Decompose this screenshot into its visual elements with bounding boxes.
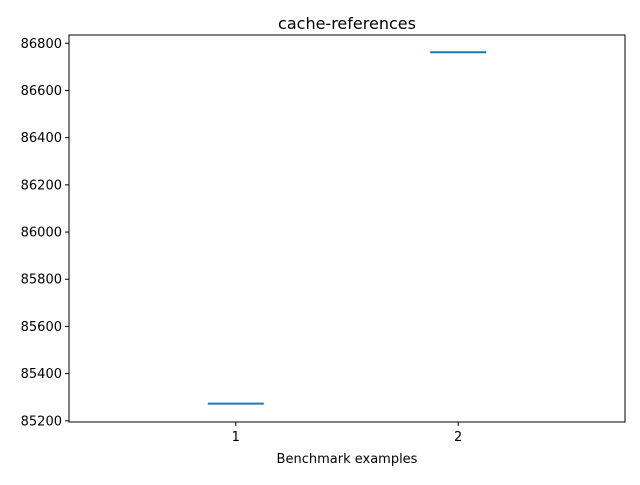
y-tick-label: 86200 [21, 178, 62, 193]
x-tick-label: 2 [454, 430, 462, 445]
y-tick-label: 85800 [21, 273, 62, 288]
chart-title: cache-references [278, 14, 416, 33]
y-tick-label: 85400 [21, 367, 62, 382]
y-axis: 85200 85400 85600 85800 86000 86200 86400 86600… [21, 37, 69, 429]
y-tick-label: 85600 [21, 320, 62, 335]
x-tick-label: 1 [232, 430, 240, 445]
plot-frame [68, 34, 626, 423]
y-tick-label: 86600 [21, 84, 62, 99]
y-tick-label: 86400 [21, 131, 62, 146]
plot-marks [207, 51, 487, 405]
y-tick-label: 86800 [21, 37, 62, 52]
y-tick-label: 85200 [21, 414, 62, 429]
x-axis-title: Benchmark examples [277, 452, 418, 467]
y-tick-label: 86000 [21, 226, 62, 241]
